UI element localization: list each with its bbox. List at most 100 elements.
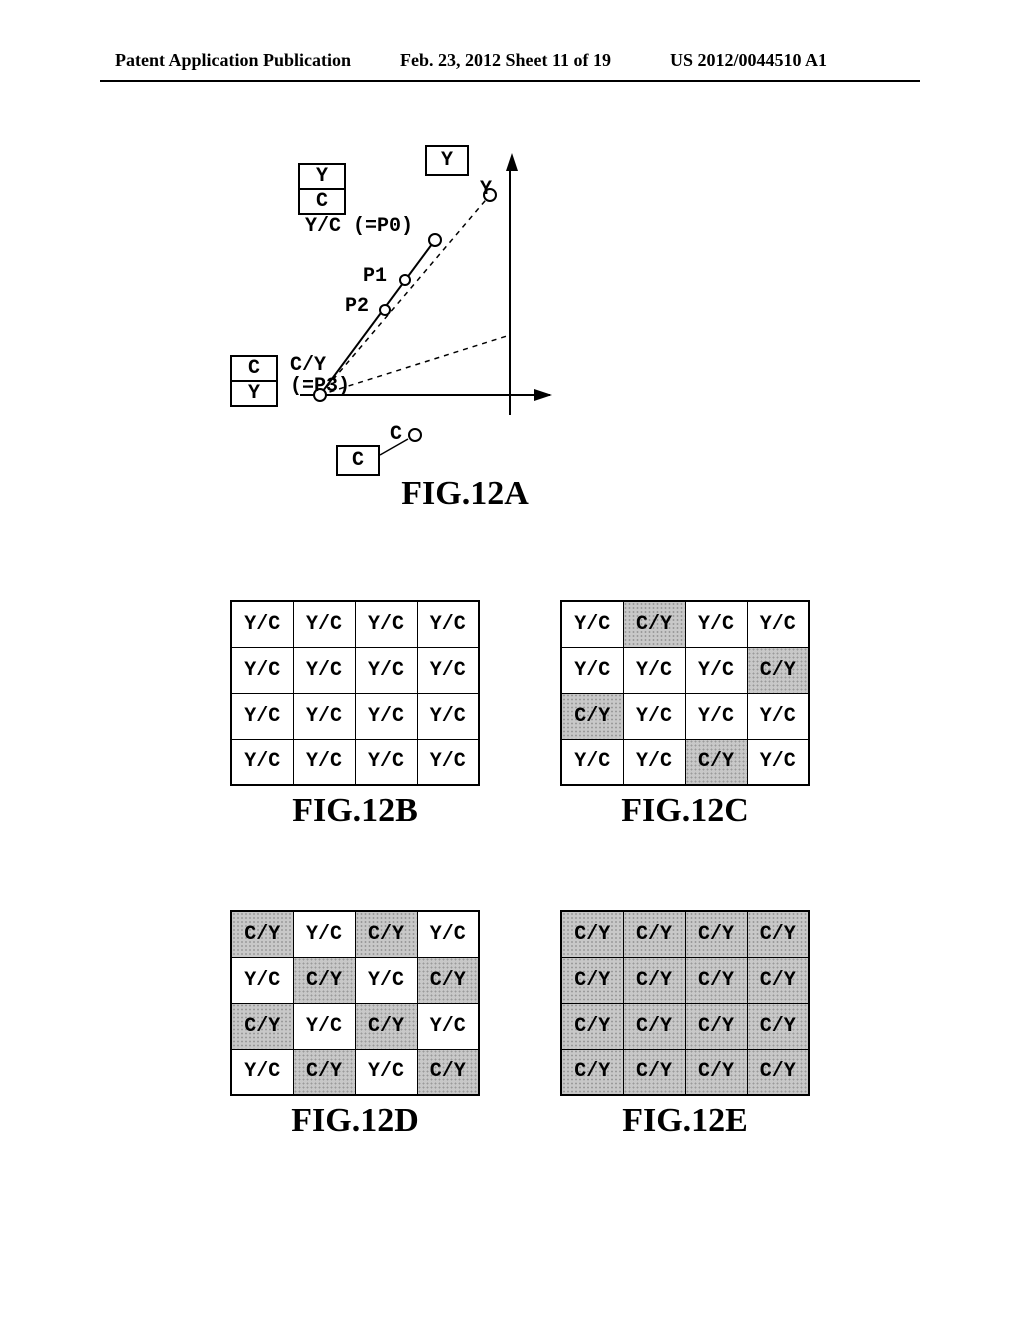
box-C-bottom: C <box>336 445 380 476</box>
grid-cell: Y/C <box>561 647 623 693</box>
grid-cell: Y/C <box>417 911 479 957</box>
grid-cell: Y/C <box>747 739 809 785</box>
stack-YC: Y C <box>298 163 346 215</box>
grid-12d: C/YY/CC/YY/CY/CC/YY/CC/YC/YY/CC/YY/CY/CC… <box>230 910 480 1096</box>
grid-cell: Y/C <box>293 693 355 739</box>
fig12d-caption: FIG.12D <box>230 1102 480 1140</box>
grid-cell: Y/C <box>355 739 417 785</box>
grid-cell: Y/C <box>231 739 293 785</box>
grid-cell: Y/C <box>623 693 685 739</box>
grid-cell: C/Y <box>747 1049 809 1095</box>
grid-cell: Y/C <box>685 693 747 739</box>
grid-cell: C/Y <box>561 693 623 739</box>
grid-cell: C/Y <box>355 911 417 957</box>
grid-cell: C/Y <box>293 1049 355 1095</box>
grid-cell: Y/C <box>417 1003 479 1049</box>
grid-cell: Y/C <box>231 957 293 1003</box>
grid-12e: C/YC/YC/YC/YC/YC/YC/YC/YC/YC/YC/YC/YC/YC… <box>560 910 810 1096</box>
stack2-C: C <box>230 355 278 382</box>
grid-cell: Y/C <box>231 601 293 647</box>
grid-cell: Y/C <box>417 693 479 739</box>
grid-cell: C/Y <box>561 1003 623 1049</box>
grid-cell: Y/C <box>623 739 685 785</box>
label-cy-p3-2: (=P3) <box>290 376 350 397</box>
grid-cell: Y/C <box>355 957 417 1003</box>
grid-cell: C/Y <box>685 1049 747 1095</box>
grid-cell: C/Y <box>623 957 685 1003</box>
fig12a-caption: FIG.12A <box>340 475 590 513</box>
grid-cell: Y/C <box>231 693 293 739</box>
grid-cell: C/Y <box>231 911 293 957</box>
grid-cell: C/Y <box>685 1003 747 1049</box>
grid-cell: C/Y <box>747 957 809 1003</box>
point-C <box>409 429 421 441</box>
label-P1: P1 <box>363 265 387 288</box>
grid-cell: Y/C <box>623 647 685 693</box>
point-P1 <box>400 275 410 285</box>
grid-cell: C/Y <box>561 957 623 1003</box>
box-Y-top: Y <box>425 145 469 176</box>
grid-cell: Y/C <box>417 647 479 693</box>
grid-cell: C/Y <box>561 911 623 957</box>
grid-cell: Y/C <box>355 601 417 647</box>
header-rule <box>100 80 920 82</box>
grid-cell: C/Y <box>747 647 809 693</box>
grid-cell: C/Y <box>747 1003 809 1049</box>
grid-cell: C/Y <box>623 1049 685 1095</box>
fig-12d: C/YY/CC/YY/CY/CC/YY/CC/YC/YY/CC/YY/CY/CC… <box>230 910 480 1140</box>
grid-cell: Y/C <box>355 1049 417 1095</box>
point-P2 <box>380 305 390 315</box>
grid-cell: Y/C <box>747 693 809 739</box>
label-yc-p0: Y/C (=P0) <box>305 215 413 238</box>
grid-cell: Y/C <box>293 601 355 647</box>
grid-cell: Y/C <box>231 647 293 693</box>
grid-cell: C/Y <box>417 957 479 1003</box>
header-left: Patent Application Publication <box>115 50 351 71</box>
fig-12a: Y Y C Y/C (=P0) Y P1 P2 C Y C/Y (=P3) C … <box>230 145 600 515</box>
label-C-point: C <box>390 423 402 446</box>
grid-cell: C/Y <box>623 911 685 957</box>
fig12e-caption: FIG.12E <box>560 1102 810 1140</box>
fig12b-caption: FIG.12B <box>230 792 480 830</box>
grid-12b: Y/CY/CY/CY/CY/CY/CY/CY/CY/CY/CY/CY/CY/CY… <box>230 600 480 786</box>
stack-CY: C Y <box>230 355 278 407</box>
grid-cell: C/Y <box>685 911 747 957</box>
stack-Y: Y <box>298 163 346 190</box>
grid-cell: Y/C <box>685 601 747 647</box>
grid-cell: C/Y <box>561 1049 623 1095</box>
grid-cell: C/Y <box>293 957 355 1003</box>
stack2-Y: Y <box>230 382 278 407</box>
grid-cell: Y/C <box>355 693 417 739</box>
grid-cell: Y/C <box>561 739 623 785</box>
grid-cell: Y/C <box>747 601 809 647</box>
fig-12e: C/YC/YC/YC/YC/YC/YC/YC/YC/YC/YC/YC/YC/YC… <box>560 910 810 1140</box>
grid-cell: Y/C <box>231 1049 293 1095</box>
label-Y-point: Y <box>480 178 492 201</box>
grid-cell: C/Y <box>747 911 809 957</box>
grid-cell: Y/C <box>561 601 623 647</box>
grid-cell: Y/C <box>293 647 355 693</box>
grid-cell: Y/C <box>685 647 747 693</box>
fig12a-svg <box>230 145 600 475</box>
grid-cell: Y/C <box>293 739 355 785</box>
stack-C: C <box>298 190 346 215</box>
label-P2: P2 <box>345 295 369 318</box>
label-cy-p3: C/Y (=P3) <box>290 355 350 397</box>
grid-cell: Y/C <box>417 739 479 785</box>
grid-cell: Y/C <box>293 911 355 957</box>
grid-cell: Y/C <box>293 1003 355 1049</box>
fig12c-caption: FIG.12C <box>560 792 810 830</box>
grid-cell: C/Y <box>623 1003 685 1049</box>
point-P0 <box>429 234 441 246</box>
grid-cell: C/Y <box>685 739 747 785</box>
fig-12b: Y/CY/CY/CY/CY/CY/CY/CY/CY/CY/CY/CY/CY/CY… <box>230 600 480 830</box>
grid-cell: Y/C <box>417 601 479 647</box>
header-right: US 2012/0044510 A1 <box>670 50 827 71</box>
grid-cell: Y/C <box>355 647 417 693</box>
grid-12c: Y/CC/YY/CY/CY/CY/CY/CC/YC/YY/CY/CY/CY/CY… <box>560 600 810 786</box>
grid-cell: C/Y <box>685 957 747 1003</box>
label-cy-p3-1: C/Y <box>290 355 350 376</box>
grid-cell: C/Y <box>623 601 685 647</box>
grid-cell: C/Y <box>231 1003 293 1049</box>
header-mid: Feb. 23, 2012 Sheet 11 of 19 <box>400 50 611 71</box>
